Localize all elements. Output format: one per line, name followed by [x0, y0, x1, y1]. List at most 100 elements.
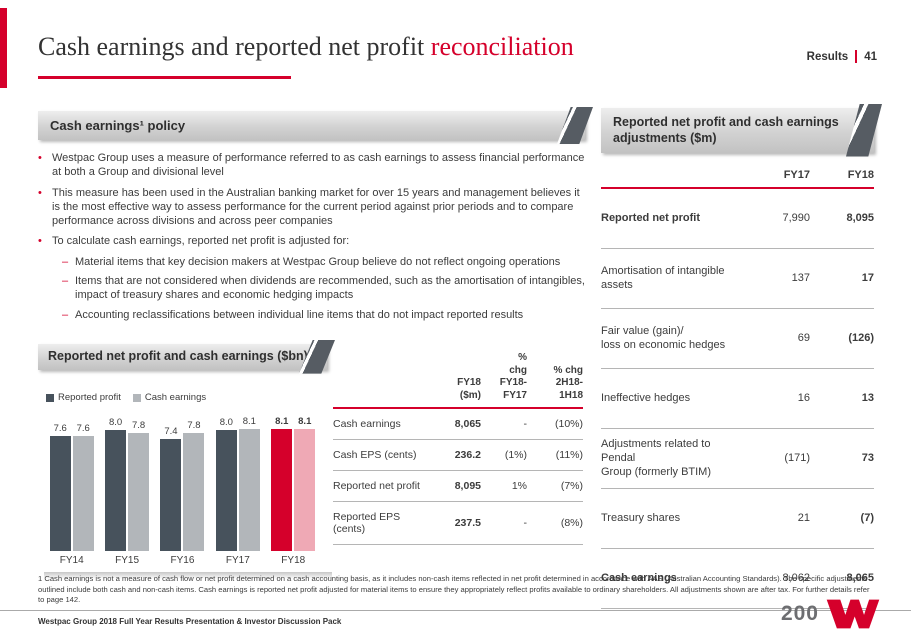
bar-pair: 8.0 8.1	[215, 416, 260, 551]
policy-bullet-list: • Westpac Group uses a measure of perform…	[38, 151, 585, 322]
bar	[49, 436, 71, 551]
bar-category-label: FY16	[170, 555, 195, 566]
bar-pair: 8.0 7.8	[105, 417, 150, 551]
adjustments-value-fy17: 21	[797, 512, 810, 524]
adjustments-row-label: Ineffective hedges	[601, 391, 691, 404]
summary-table-head: FY18 ($m) % chg FY18- FY17 % chg 2H18- 1H1…	[333, 346, 583, 409]
adjustments-row: Treasury shares 21 (7)	[601, 489, 874, 549]
bar-category-label: FY15	[115, 555, 140, 566]
summary-value-fy18: 237.5	[454, 517, 481, 529]
summary-col-header: % chg FY18- FY17	[499, 352, 527, 401]
bar-wrap: 8.1	[238, 416, 260, 551]
chart-legend: Reported profit Cash earnings	[46, 392, 206, 403]
summary-row-label: Reported EPS (cents)	[333, 511, 401, 535]
adjustments-value-fy17: 8,062	[782, 572, 810, 584]
bar-category-label: FY18	[281, 555, 306, 566]
bar-wrap: 7.8	[128, 420, 150, 551]
bar-value-label: 8.0	[108, 417, 123, 428]
page-title: Cash earnings and reported net profit re…	[38, 32, 574, 62]
policy-bullet-text: To calculate cash earnings, reported net…	[52, 235, 350, 248]
chart-title: Reported net profit and cash earnings ($…	[48, 349, 308, 363]
bullet-marker-icon: •	[38, 186, 42, 199]
title-underline	[38, 76, 291, 79]
policy-bullet-text: Accounting reclassifications between ind…	[75, 308, 524, 321]
bar-group: 8.0 8.1 FY17	[215, 416, 260, 566]
adjustments-col-header: FY17	[783, 168, 810, 181]
footer-divider	[0, 610, 911, 611]
westpac-logo-icon	[826, 599, 880, 629]
summary-col-header: FY18 ($m)	[457, 377, 481, 401]
bullet-marker-icon: –	[62, 255, 69, 268]
page-title-red: reconciliation	[430, 32, 574, 61]
summary-value-chg-yoy: -	[523, 517, 528, 529]
bullet-marker-icon: •	[38, 235, 42, 248]
bar-group: 8.0 7.8 FY15	[105, 417, 150, 566]
policy-bullet-text: Material items that key decision makers …	[75, 255, 561, 268]
summary-value-chg-yoy: 1%	[511, 480, 527, 492]
adjustments-row-label: Cash earnings	[601, 571, 677, 584]
summary-value-fy18: 8,065	[454, 418, 481, 430]
bullet-marker-icon: –	[62, 308, 69, 321]
policy-bullet-text: This measure has been used in the Austra…	[52, 186, 580, 228]
policy-bullet: • Westpac Group uses a measure of perform…	[38, 151, 585, 180]
bullet-marker-icon: •	[38, 152, 42, 164]
summary-row: Reported EPS (cents) 237.5 - (8%)	[333, 502, 583, 545]
bar-value-label: 7.6	[76, 423, 90, 434]
bar	[183, 433, 205, 551]
summary-row: Cash earnings 8,065 - (10%)	[333, 409, 583, 440]
bar-wrap: 7.6	[49, 423, 71, 551]
summary-value-fy18: 236.2	[454, 449, 481, 461]
adjustments-row: Fair value (gain)/ loss on economic hedg…	[601, 309, 874, 369]
adjustments-value-fy17: 69	[797, 332, 810, 344]
policy-bullet: – Items that are not considered when divi…	[62, 274, 585, 303]
legend-label: Reported profit	[58, 392, 121, 403]
bar-wrap: 8.0	[215, 417, 237, 551]
bar	[238, 429, 260, 551]
bar-group: 8.1 8.1 FY18	[271, 416, 316, 566]
bar-group: 7.4 7.8 FY16	[160, 420, 205, 566]
header-flag-icon	[557, 107, 593, 144]
adjustments-col-header-empty	[601, 169, 748, 181]
bar-wrap: 7.4	[160, 426, 182, 551]
bar-value-label: 8.1	[275, 416, 289, 427]
chart-panel: Reported net profit and cash earnings ($…	[38, 340, 335, 579]
adjustments-value-fy18: 8,095	[846, 212, 874, 224]
page-number: 41	[864, 50, 877, 63]
policy-bullet: – Accounting reclassifications between in…	[62, 308, 585, 322]
bar-pair: 7.4 7.8	[160, 420, 205, 551]
bar-value-label: 8.1	[298, 416, 312, 427]
bar-wrap: 8.1	[294, 416, 316, 551]
summary-value-chg-hoh: (10%)	[554, 418, 583, 430]
bar-value-label: 7.6	[53, 423, 67, 434]
summary-row-label: Cash EPS (cents)	[333, 449, 417, 461]
adjustments-value-fy18: 8,065	[846, 572, 874, 584]
bar-category-label: FY14	[59, 555, 84, 566]
footnote: 1 Cash earnings is not a measure of cash…	[38, 574, 870, 605]
results-label: Results	[806, 50, 849, 63]
bar	[128, 433, 150, 551]
legend-swatch-icon	[46, 393, 54, 402]
adjustments-col-header: FY18	[847, 168, 874, 181]
summary-col-header: % chg 2H18- 1H18	[553, 364, 583, 401]
summary-table-body: Cash earnings 8,065 - (10%) Cash EPS (cents)…	[333, 409, 583, 545]
bar-category-label: FY17	[225, 555, 250, 566]
policy-bullet-text: Items that are not considered when divid…	[75, 275, 585, 302]
bar-value-label: 8.1	[242, 416, 256, 427]
adjustments-value-fy17: (171)	[784, 452, 810, 464]
bar-wrap: 7.6	[72, 423, 94, 551]
bar	[72, 436, 94, 551]
adjustments-row-label: Treasury shares	[601, 511, 681, 524]
adjustments-row: Ineffective hedges 16 13	[601, 369, 874, 429]
page-title-black: Cash earnings and reported net profit	[38, 32, 431, 61]
adjustments-row-label: Amortisation of intangible assets	[601, 264, 725, 291]
adjustments-value-fy17: 137	[791, 272, 810, 284]
adjustments-row-label: Fair value (gain)/ loss on economic hedg…	[601, 324, 726, 351]
bar-wrap: 7.8	[183, 420, 205, 551]
adjustments-row-label: Reported net profit	[601, 211, 700, 224]
policy-header: Cash earnings¹ policy	[38, 107, 593, 144]
bar	[215, 430, 237, 551]
bar-value-label: 7.4	[164, 426, 178, 437]
adjustments-row: Cash earnings 8,062 8,065	[601, 549, 874, 609]
bar	[160, 439, 182, 551]
